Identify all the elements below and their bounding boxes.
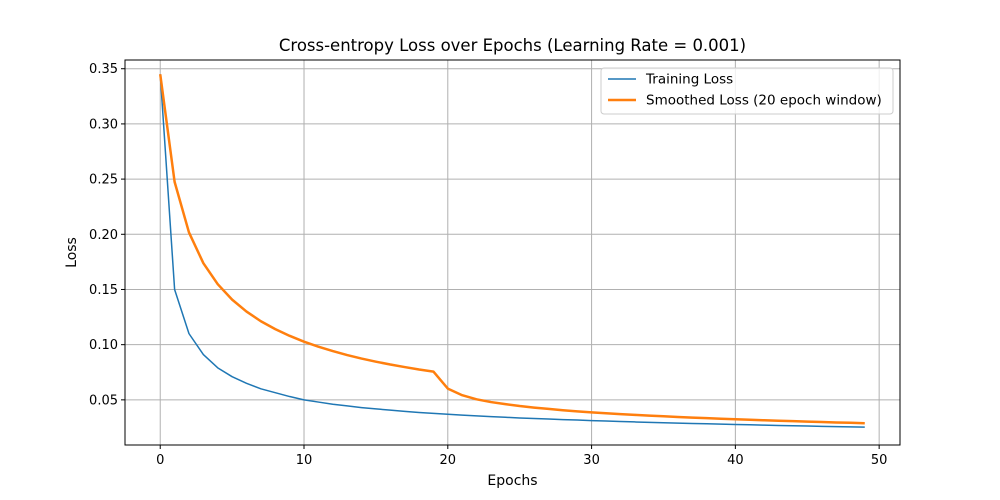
- x-tick-label: 50: [871, 453, 888, 468]
- grid: [125, 60, 900, 445]
- series-line-2: [158, 74, 865, 425]
- x-tick-label: 20: [440, 453, 457, 468]
- y-tick-label: 0.15: [89, 283, 118, 298]
- x-tick-label: 30: [583, 453, 600, 468]
- y-axis-title: Loss: [64, 237, 80, 268]
- x-tick-label: 10: [296, 453, 313, 468]
- x-tick-label: 40: [727, 453, 744, 468]
- legend-box: [600, 67, 894, 115]
- y-tick-label: 0.10: [89, 338, 118, 353]
- x-axis-title: Epochs: [487, 473, 537, 489]
- series-layer: [158, 74, 865, 428]
- x-tick-label: 0: [156, 453, 164, 468]
- y-tick-label: 0.35: [89, 62, 118, 77]
- y-tick-label: 0.25: [89, 173, 118, 188]
- chart-title: Cross-entropy Loss over Epochs (Learning…: [279, 36, 746, 55]
- plot-frame: [124, 59, 901, 446]
- y-tick-label: 0.05: [89, 393, 118, 408]
- series-line-1: [159, 74, 865, 428]
- legend: Training Loss Smoothed Loss (20 epoch win…: [600, 67, 894, 115]
- y-tick-label: 0.20: [89, 228, 118, 243]
- legend-label: Training Loss: [645, 72, 733, 88]
- y-tick-label: 0.30: [89, 117, 118, 132]
- axis-ticks: 0 10 20 30 40 50 0.05 0.10 0.15 0.20 0.25 0.30 0.35: [89, 62, 887, 468]
- legend-label: Smoothed Loss (20 epoch window): [646, 93, 882, 109]
